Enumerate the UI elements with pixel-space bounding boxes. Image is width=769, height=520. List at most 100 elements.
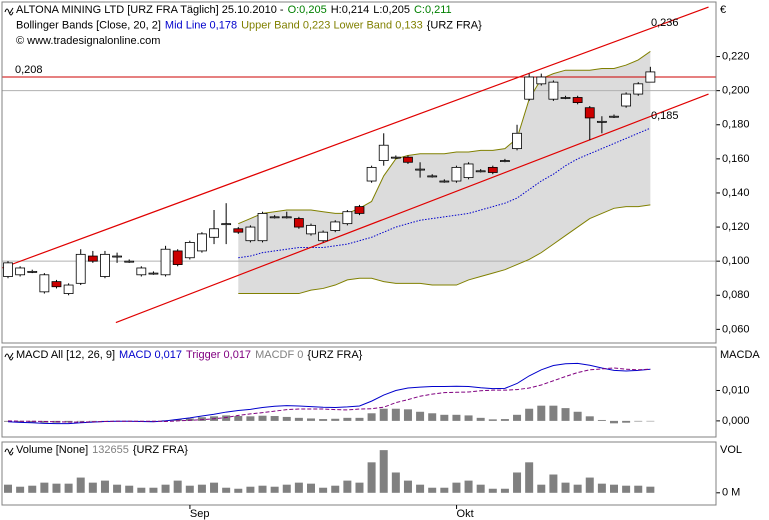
volume-bar: [367, 462, 376, 493]
volume-bar: [185, 485, 194, 493]
candle-body: [233, 228, 244, 233]
volume-bar: [113, 484, 122, 493]
y-tick-label: 0,120: [722, 221, 750, 233]
histogram-bar: [331, 418, 340, 421]
candle-body: [63, 284, 74, 294]
y-tick-label: 0,000: [722, 415, 750, 427]
candle-body: [306, 224, 316, 235]
trend-label: 0,236: [651, 17, 679, 29]
candle-body: [390, 156, 401, 159]
volume-bar: [500, 488, 509, 493]
histogram-bar: [428, 413, 437, 421]
histogram-bar: [355, 417, 364, 421]
panel-frame: [1, 441, 717, 506]
histogram-bar: [173, 419, 182, 421]
histogram-bar: [246, 416, 255, 421]
candle-body: [378, 144, 389, 161]
y-tick-label: 0,160: [722, 153, 750, 165]
candle-body: [596, 120, 607, 123]
axis-label: €: [720, 4, 726, 16]
candle-body: [51, 281, 62, 288]
header-part: 132655: [92, 444, 129, 456]
histogram-bar: [258, 415, 267, 421]
candle-body: [548, 81, 559, 100]
candle-body: [87, 255, 98, 262]
volume-bar: [16, 486, 25, 493]
candle-body: [15, 267, 26, 276]
volume-bar: [294, 482, 303, 493]
histogram-bar: [88, 420, 97, 422]
header-part: © www.tradesignalonline.com: [16, 35, 160, 47]
volume-bar: [573, 484, 582, 493]
volume-bar: [513, 472, 522, 493]
volume-bar: [379, 450, 388, 493]
band-line: [238, 127, 651, 259]
volume-bar: [222, 487, 231, 493]
candle-body: [342, 211, 353, 225]
candle-body: [536, 76, 547, 85]
volume-bar: [282, 484, 291, 493]
volume-bar: [197, 484, 206, 493]
volume-bar: [52, 483, 61, 493]
candle-body: [524, 76, 535, 100]
header-part: {URZ FRA}: [427, 19, 482, 31]
histogram-bar: [391, 408, 400, 421]
histogram-bar: [343, 417, 352, 421]
candle-body: [463, 163, 474, 179]
histogram-bar: [185, 418, 194, 421]
histogram-bar: [646, 420, 655, 422]
histogram-bar: [294, 417, 303, 421]
volume-bar: [428, 487, 437, 493]
histogram-bar: [513, 414, 522, 421]
panel-header: Bollinger Bands [Close, 20, 2] Mid Line 0…: [16, 19, 482, 31]
candle-body: [609, 115, 619, 118]
volume-bar: [4, 484, 12, 493]
header-icon: [4, 7, 14, 16]
candle-body: [560, 97, 571, 99]
y-tick-label: 0,100: [722, 255, 750, 267]
y-tick-label: 0,140: [722, 187, 750, 199]
header-part: {URZ FRA}: [133, 444, 188, 456]
histogram-bar: [561, 408, 570, 421]
volume-bar: [634, 485, 643, 493]
candle-body: [160, 248, 171, 276]
candle-body: [136, 267, 147, 276]
x-tick-label: Okt: [457, 508, 474, 520]
axis-label: MACDA: [720, 349, 760, 361]
volume-bar: [476, 484, 485, 493]
volume-bar: [343, 480, 352, 493]
panel-header: Volume [None] 132655 {URZ FRA}: [16, 444, 188, 456]
header-part: Bollinger Bands [Close, 20, 2]: [16, 19, 161, 31]
volume-bar: [64, 483, 73, 493]
y-tick-label: 0,180: [722, 119, 750, 131]
header-part: MACD 0,017: [119, 349, 182, 361]
histogram-bar: [403, 409, 412, 421]
volume-bar: [149, 487, 158, 493]
panel-header: © www.tradesignalonline.com: [16, 35, 160, 47]
header-part: MACD All [12, 26, 9]: [16, 349, 115, 361]
volume-bar: [622, 485, 631, 493]
candle-body: [197, 233, 207, 252]
candle-body: [39, 274, 50, 293]
band-line: [238, 51, 651, 225]
candle-body: [366, 166, 377, 182]
macd-line: [7, 362, 651, 425]
header-icon: [4, 352, 14, 361]
trend-line: [115, 93, 709, 324]
histogram-bar: [379, 408, 388, 421]
candle-body: [500, 160, 510, 162]
candle-body: [124, 260, 135, 263]
volume-bar: [452, 482, 461, 493]
header-part: O:0,205: [288, 4, 327, 16]
trend-label: 0,185: [651, 110, 679, 122]
volume-bar: [646, 486, 655, 493]
candle-body: [487, 166, 498, 173]
histogram-bar: [488, 419, 497, 421]
histogram-bar: [416, 411, 425, 421]
volume-bar: [319, 487, 328, 493]
histogram-bar: [452, 414, 461, 421]
volume-bar: [246, 486, 255, 493]
volume-bar: [561, 482, 570, 493]
candle-body: [633, 83, 644, 95]
